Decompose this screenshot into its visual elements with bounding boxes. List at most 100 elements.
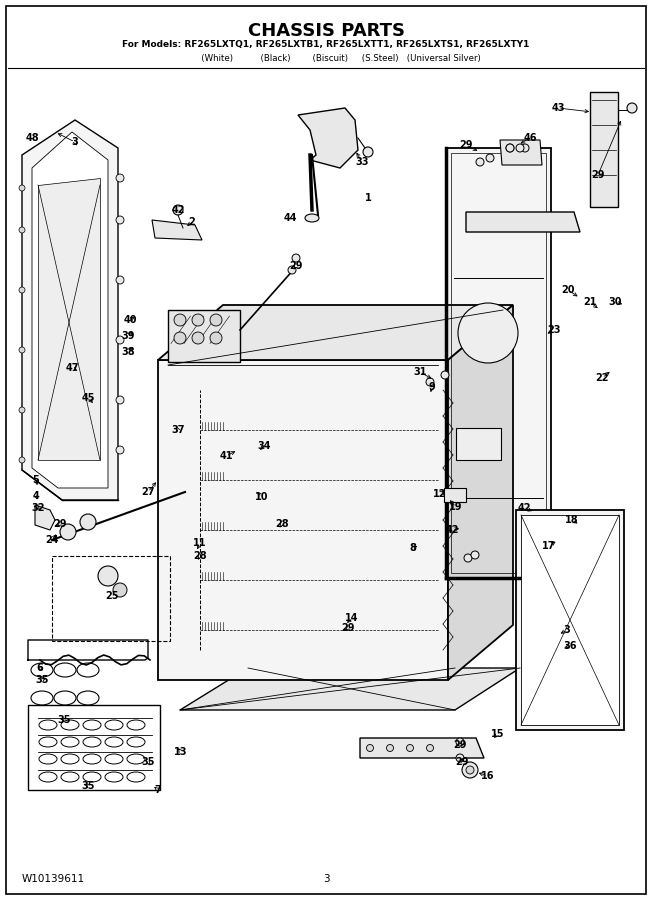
Polygon shape bbox=[152, 220, 202, 240]
Circle shape bbox=[506, 144, 514, 152]
Circle shape bbox=[174, 332, 186, 344]
Circle shape bbox=[426, 744, 434, 752]
Circle shape bbox=[506, 144, 514, 152]
Polygon shape bbox=[360, 738, 484, 758]
Text: 12: 12 bbox=[433, 489, 447, 499]
Text: 5: 5 bbox=[33, 475, 39, 485]
Circle shape bbox=[113, 583, 127, 597]
Circle shape bbox=[19, 407, 25, 413]
Text: 13: 13 bbox=[174, 747, 188, 757]
Text: 29: 29 bbox=[341, 623, 355, 633]
Bar bbox=[521, 515, 619, 725]
Ellipse shape bbox=[305, 214, 319, 222]
Circle shape bbox=[456, 738, 464, 746]
Circle shape bbox=[116, 396, 124, 404]
Circle shape bbox=[116, 336, 124, 344]
Circle shape bbox=[471, 551, 479, 559]
Circle shape bbox=[116, 216, 124, 224]
Text: 17: 17 bbox=[542, 541, 556, 551]
Text: 39: 39 bbox=[121, 331, 135, 341]
Circle shape bbox=[210, 314, 222, 326]
Circle shape bbox=[288, 266, 296, 274]
Text: 29: 29 bbox=[53, 519, 67, 529]
Circle shape bbox=[441, 371, 449, 379]
Text: 47: 47 bbox=[65, 363, 79, 373]
Circle shape bbox=[116, 446, 124, 454]
Circle shape bbox=[192, 332, 204, 344]
Polygon shape bbox=[298, 108, 358, 168]
Text: 45: 45 bbox=[82, 393, 95, 403]
Bar bbox=[590, 92, 618, 207]
Circle shape bbox=[516, 144, 524, 152]
Text: 20: 20 bbox=[561, 285, 575, 295]
Circle shape bbox=[486, 154, 494, 162]
Text: 34: 34 bbox=[258, 441, 271, 451]
Circle shape bbox=[19, 457, 25, 463]
Bar bbox=[451, 153, 546, 573]
Circle shape bbox=[456, 754, 464, 762]
Polygon shape bbox=[38, 178, 100, 460]
Polygon shape bbox=[500, 140, 542, 165]
Circle shape bbox=[60, 524, 76, 540]
Text: 15: 15 bbox=[491, 729, 505, 739]
Polygon shape bbox=[158, 360, 448, 680]
Circle shape bbox=[192, 314, 204, 326]
Text: 41: 41 bbox=[219, 451, 233, 461]
Circle shape bbox=[292, 254, 300, 262]
Text: 6: 6 bbox=[37, 663, 44, 673]
Circle shape bbox=[80, 514, 96, 530]
Polygon shape bbox=[22, 120, 118, 500]
Bar bbox=[456, 428, 501, 460]
Bar bbox=[444, 488, 466, 502]
Circle shape bbox=[363, 147, 373, 157]
Text: 43: 43 bbox=[551, 103, 565, 113]
Text: 21: 21 bbox=[584, 297, 597, 307]
Circle shape bbox=[466, 766, 474, 774]
Circle shape bbox=[406, 744, 413, 752]
Polygon shape bbox=[35, 505, 55, 530]
Text: 37: 37 bbox=[171, 425, 185, 435]
Text: CHASSIS PARTS: CHASSIS PARTS bbox=[248, 22, 404, 40]
Text: 10: 10 bbox=[255, 492, 269, 502]
Circle shape bbox=[98, 566, 118, 586]
Text: 3: 3 bbox=[563, 625, 570, 635]
Text: 7: 7 bbox=[155, 785, 162, 795]
Text: 48: 48 bbox=[25, 133, 39, 143]
Circle shape bbox=[210, 332, 222, 344]
Text: 22: 22 bbox=[595, 373, 609, 383]
Bar bbox=[52, 556, 170, 641]
Text: 4: 4 bbox=[33, 491, 39, 501]
Text: 28: 28 bbox=[275, 519, 289, 529]
Text: 29: 29 bbox=[289, 261, 303, 271]
Circle shape bbox=[464, 554, 472, 562]
Text: 42: 42 bbox=[445, 525, 459, 535]
Text: 27: 27 bbox=[141, 487, 155, 497]
Text: 8: 8 bbox=[409, 543, 417, 553]
Circle shape bbox=[458, 303, 518, 363]
Circle shape bbox=[174, 314, 186, 326]
Text: 3: 3 bbox=[323, 874, 329, 884]
Text: 3: 3 bbox=[72, 137, 78, 147]
Text: 29: 29 bbox=[453, 740, 467, 750]
Text: 25: 25 bbox=[105, 591, 119, 601]
Circle shape bbox=[521, 144, 529, 152]
Polygon shape bbox=[448, 305, 513, 680]
Bar bbox=[446, 148, 551, 578]
Text: 38: 38 bbox=[121, 347, 135, 357]
Text: 9: 9 bbox=[428, 382, 436, 392]
Circle shape bbox=[173, 205, 183, 215]
Circle shape bbox=[426, 378, 434, 386]
Circle shape bbox=[116, 276, 124, 284]
Text: 16: 16 bbox=[481, 771, 495, 781]
Text: 33: 33 bbox=[355, 157, 369, 167]
Text: 18: 18 bbox=[565, 515, 579, 525]
Polygon shape bbox=[158, 305, 513, 360]
Text: 23: 23 bbox=[547, 325, 561, 335]
Text: (White)          (Black)        (Biscuit)     (S.Steel)   (Universal Silver): (White) (Black) (Biscuit) (S.Steel) (Uni… bbox=[171, 54, 481, 63]
Text: 29: 29 bbox=[455, 757, 469, 767]
Text: 35: 35 bbox=[82, 781, 95, 791]
Circle shape bbox=[116, 174, 124, 182]
Text: 24: 24 bbox=[45, 535, 59, 545]
Bar bbox=[516, 510, 624, 730]
Text: 31: 31 bbox=[413, 367, 427, 377]
